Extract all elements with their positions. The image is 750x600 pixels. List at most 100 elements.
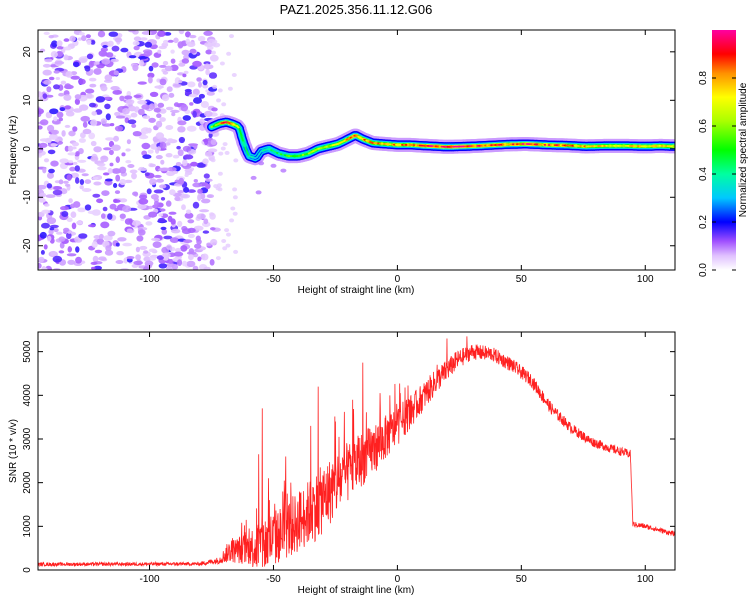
noise-blob bbox=[101, 213, 106, 219]
noise-blob bbox=[143, 266, 149, 270]
noise-blob bbox=[180, 193, 191, 199]
noise-blob bbox=[127, 119, 137, 125]
noise-blob bbox=[225, 243, 231, 248]
x-tick-label: 0 bbox=[395, 574, 401, 585]
noise-blob bbox=[58, 250, 65, 254]
noise-blob bbox=[93, 68, 102, 75]
noise-blob bbox=[59, 242, 65, 249]
trace-segment bbox=[242, 141, 247, 149]
snr-marks bbox=[38, 336, 675, 568]
x-tick-label: 50 bbox=[516, 574, 528, 585]
noise-blob bbox=[207, 148, 218, 153]
noise-blob bbox=[113, 70, 120, 76]
y-tick-label: 5000 bbox=[22, 340, 33, 363]
noise-blob bbox=[100, 155, 109, 163]
noise-blob bbox=[258, 161, 265, 166]
noise-blob bbox=[216, 183, 222, 188]
colorbar-tick-label: 0.8 bbox=[698, 71, 709, 85]
noise-blob bbox=[131, 172, 137, 180]
noise-blob bbox=[175, 247, 182, 253]
noise-blob bbox=[217, 88, 223, 93]
noise-blob bbox=[224, 228, 230, 233]
noise-blob bbox=[68, 160, 73, 164]
noise-blob bbox=[149, 163, 156, 168]
noise-blob bbox=[65, 111, 75, 117]
noise-blob bbox=[50, 160, 59, 167]
noise-blob bbox=[59, 158, 69, 164]
noise-blob bbox=[148, 211, 158, 218]
colorbar-tick-label: 0.2 bbox=[698, 215, 709, 229]
noise-blob bbox=[111, 144, 121, 151]
noise-blob bbox=[212, 84, 218, 89]
noise-blob bbox=[193, 97, 202, 104]
noise-blob bbox=[98, 256, 107, 261]
noise-blob bbox=[47, 235, 52, 242]
noise-blob bbox=[208, 72, 218, 79]
noise-blob bbox=[159, 184, 167, 189]
noise-blob bbox=[97, 166, 107, 171]
noise-blob bbox=[156, 178, 164, 183]
noise-blob bbox=[230, 206, 236, 211]
noise-blob bbox=[209, 259, 215, 266]
noise-blob bbox=[229, 218, 235, 223]
noise-blob bbox=[125, 99, 135, 105]
noise-blob bbox=[105, 137, 115, 141]
noise-blob bbox=[156, 113, 162, 118]
noise-blob bbox=[181, 204, 186, 211]
noise-blob bbox=[88, 77, 97, 82]
noise-blob bbox=[63, 94, 72, 101]
noise-blob bbox=[98, 233, 104, 240]
noise-blob bbox=[200, 101, 209, 108]
noise-blob bbox=[167, 259, 174, 264]
noise-blob bbox=[74, 98, 80, 105]
noise-blob bbox=[227, 86, 233, 91]
noise-blob bbox=[204, 42, 214, 47]
noise-blob bbox=[135, 254, 142, 261]
noise-blob bbox=[47, 172, 54, 179]
noise-blob bbox=[166, 244, 172, 250]
y-tick-label: 3000 bbox=[22, 427, 33, 450]
noise-blob bbox=[144, 260, 154, 267]
noise-blob bbox=[63, 54, 69, 61]
noise-blob bbox=[201, 198, 211, 204]
noise-blob bbox=[184, 168, 193, 173]
noise-blob bbox=[101, 58, 111, 65]
noise-blob bbox=[133, 45, 140, 51]
noise-blob bbox=[42, 93, 48, 99]
noise-blob bbox=[64, 83, 72, 90]
noise-blob bbox=[52, 189, 63, 196]
snr-series-line bbox=[38, 336, 675, 568]
colorbar-gradient bbox=[712, 30, 736, 270]
noise-blob bbox=[186, 41, 196, 48]
noise-blob bbox=[137, 204, 147, 210]
noise-blob bbox=[183, 154, 194, 160]
noise-blob bbox=[48, 168, 55, 174]
y-tick-label: 2000 bbox=[22, 471, 33, 494]
noise-blob bbox=[202, 158, 209, 165]
x-tick-label: -100 bbox=[140, 274, 160, 285]
noise-blob bbox=[115, 242, 120, 247]
noise-blob bbox=[132, 191, 138, 196]
noise-blob bbox=[232, 187, 238, 192]
noise-blob bbox=[56, 40, 63, 47]
noise-blob bbox=[81, 35, 87, 42]
x-tick-label: 50 bbox=[516, 274, 528, 285]
noise-blob bbox=[153, 189, 164, 194]
colorbar-tick-label: 0.4 bbox=[698, 167, 709, 181]
noise-blob bbox=[187, 219, 195, 224]
noise-blob bbox=[98, 50, 108, 57]
noise-blob bbox=[68, 130, 76, 137]
trace-segment bbox=[238, 127, 243, 137]
noise-blob bbox=[114, 111, 121, 117]
noise-blob bbox=[43, 158, 50, 163]
noise-blob bbox=[209, 212, 215, 217]
noise-blob bbox=[132, 64, 139, 72]
noise-blob bbox=[38, 91, 43, 98]
noise-blob bbox=[209, 54, 219, 62]
noise-blob bbox=[38, 192, 47, 198]
noise-blob bbox=[212, 39, 218, 44]
noise-blob bbox=[94, 249, 103, 254]
noise-blob bbox=[222, 142, 228, 147]
noise-blob bbox=[226, 51, 232, 56]
noise-blob bbox=[70, 75, 80, 80]
